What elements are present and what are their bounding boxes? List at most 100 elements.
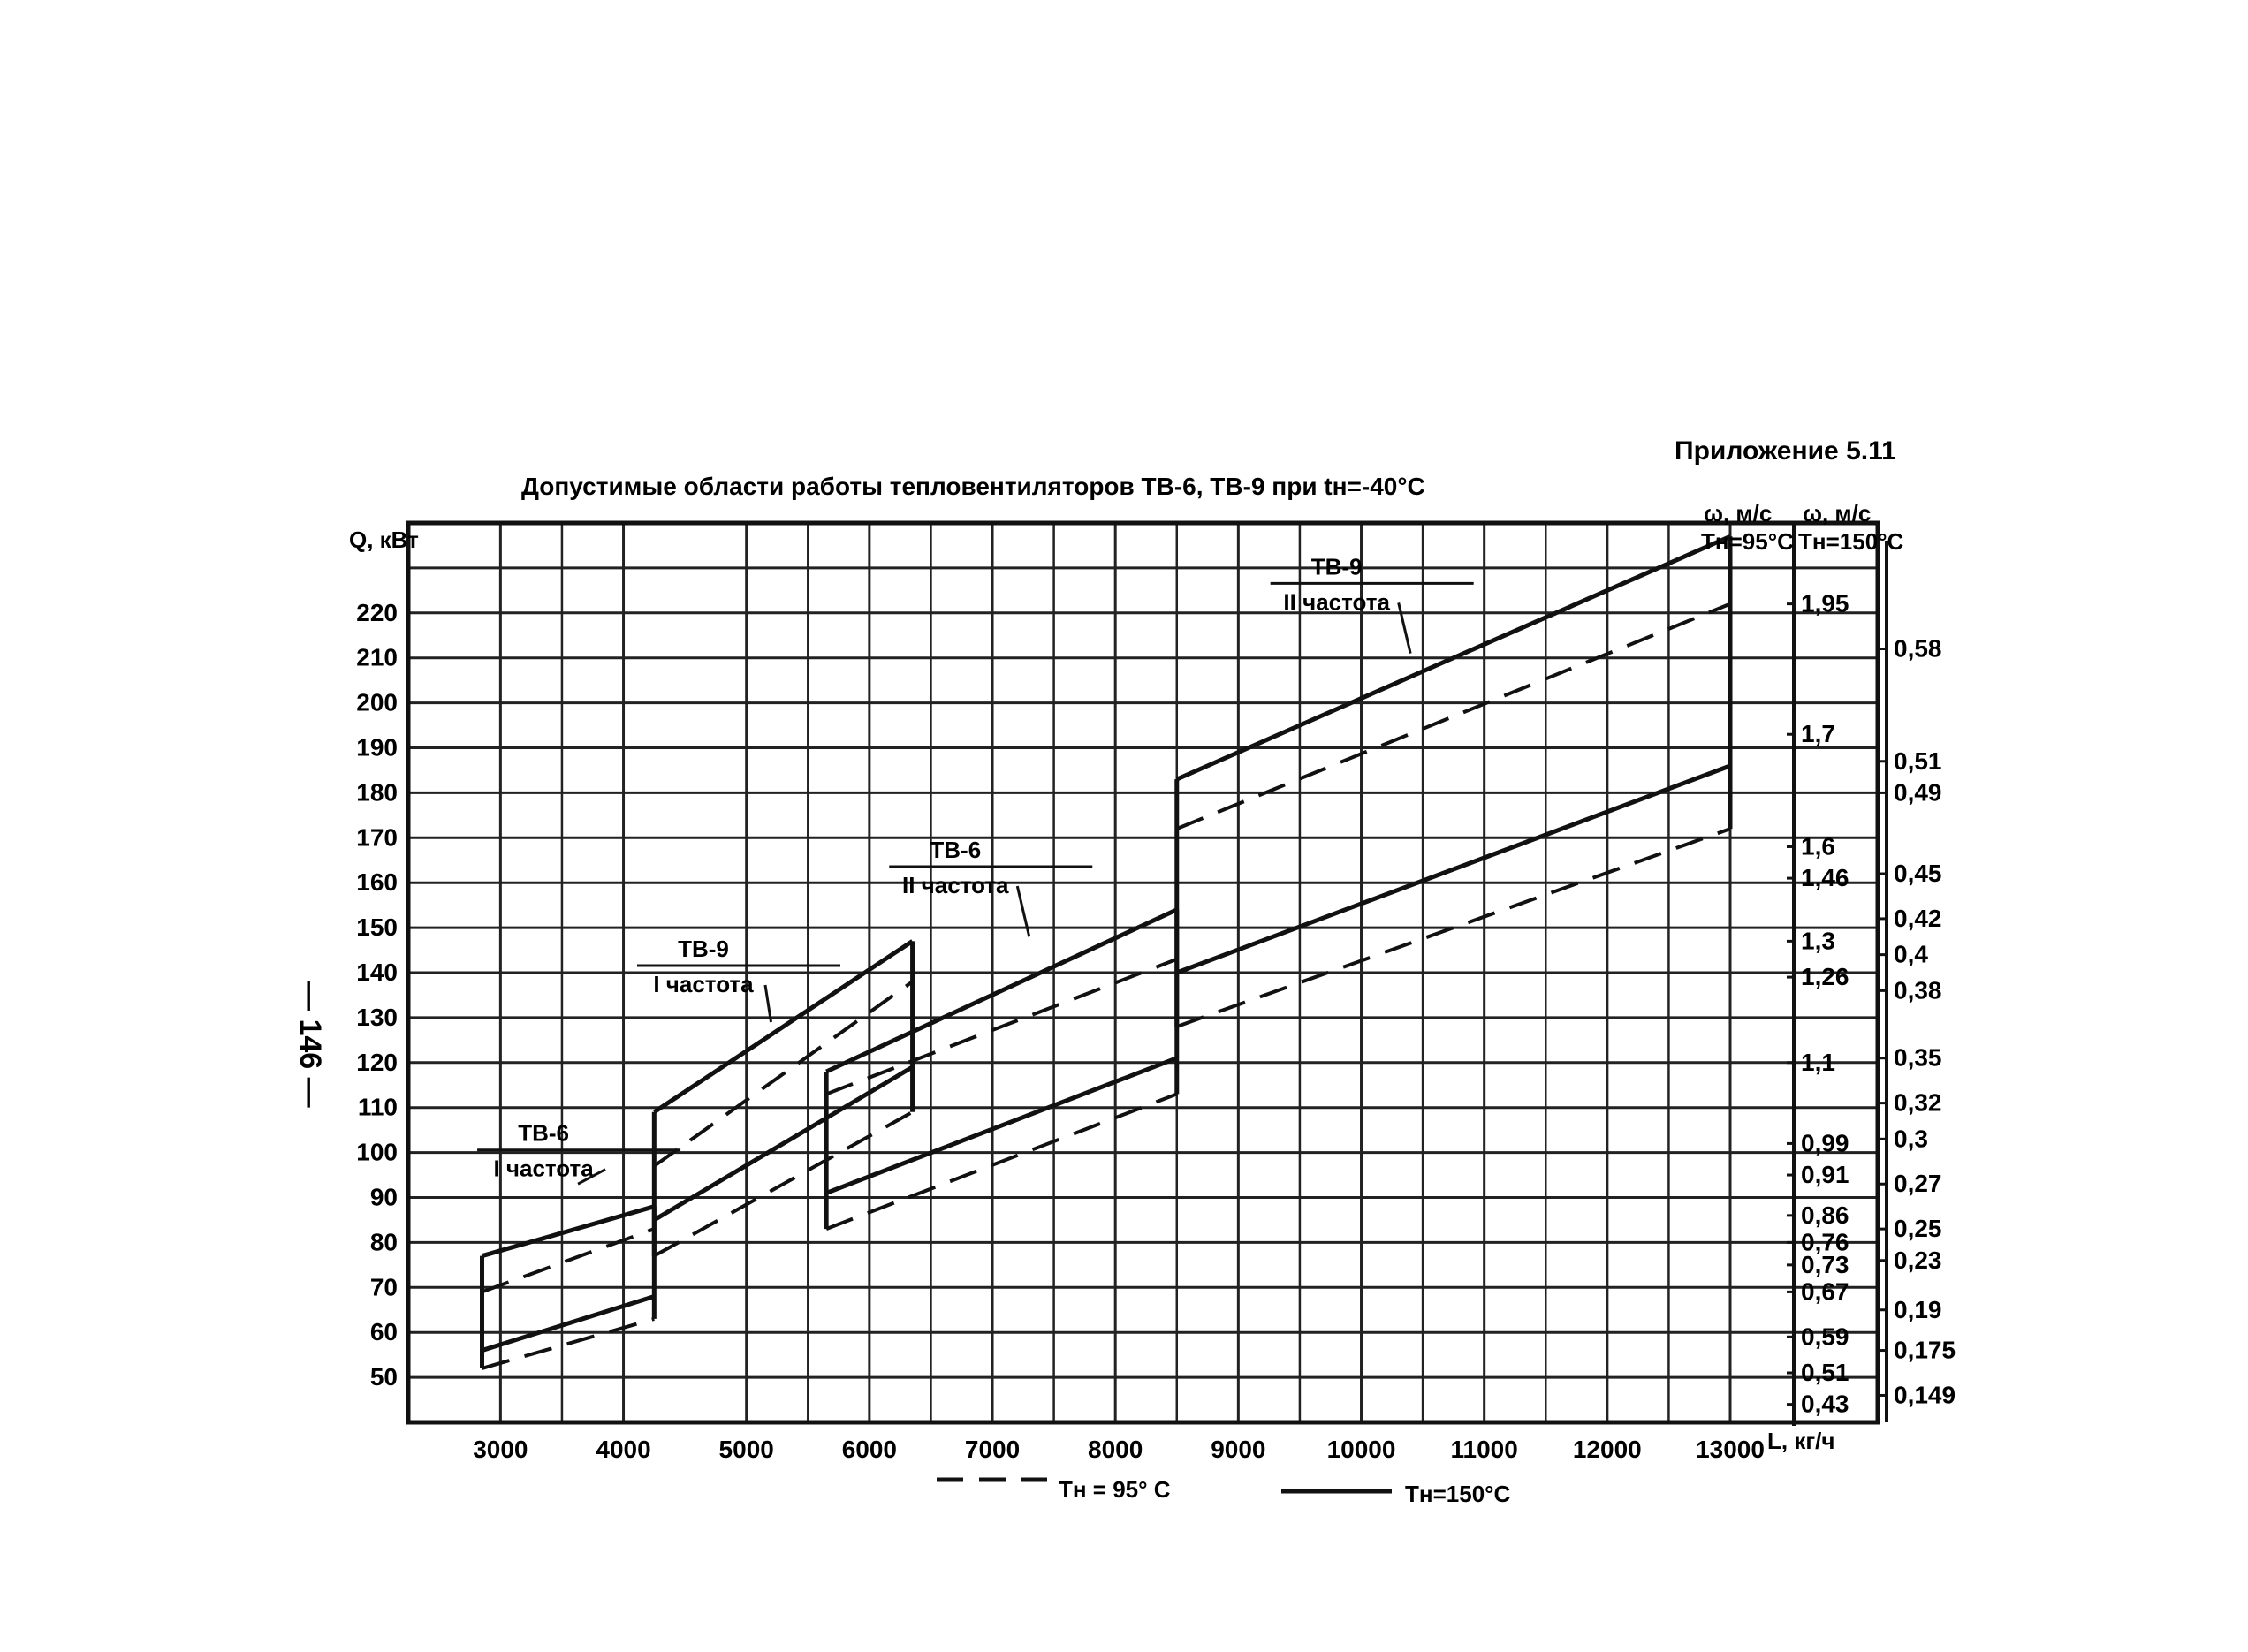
dashed-lower-line bbox=[1176, 827, 1731, 1028]
x-tick-label: 4000 bbox=[596, 1436, 650, 1463]
right-axis-2-sublabel: Тн=150°С bbox=[1798, 528, 1904, 555]
x-tick-label: 9000 bbox=[1211, 1436, 1265, 1463]
right-axis-2-tick-label: 0,45 bbox=[1894, 860, 1942, 887]
region-leader-line bbox=[763, 984, 773, 1023]
solid-lower-line bbox=[825, 1056, 1178, 1195]
solid-lower-line bbox=[481, 1294, 656, 1353]
right-axis-1-tick-label: 1,95 bbox=[1801, 590, 1849, 618]
legend: Тн = 95° С Тн=150°С bbox=[937, 1476, 1511, 1507]
right-axis-1-tick-label: 0,43 bbox=[1801, 1391, 1849, 1418]
right-axis-2-tick-label: 0,3 bbox=[1894, 1125, 1928, 1152]
right-axis-1-tick-label: 0,99 bbox=[1801, 1129, 1849, 1156]
region-name: ТВ-6 bbox=[930, 837, 981, 863]
region-frequency: I частота bbox=[493, 1156, 594, 1182]
right-axis-1-tick-label: 0,51 bbox=[1801, 1359, 1849, 1386]
x-tick-label: 6000 bbox=[842, 1436, 897, 1463]
right-axis-2-tick-label: 0,51 bbox=[1894, 747, 1942, 775]
solid-upper-line bbox=[481, 1204, 656, 1259]
right-axis-1-tick-label: 0,73 bbox=[1801, 1251, 1849, 1278]
region-name: ТВ-6 bbox=[518, 1120, 569, 1147]
x-tick-label: 5000 bbox=[719, 1436, 774, 1463]
y-tick-label: 100 bbox=[356, 1139, 398, 1166]
right-axis-1-tick-label: 1,3 bbox=[1801, 927, 1835, 954]
region-2: ТВ-9 I частота bbox=[636, 936, 915, 1258]
dashed-lower-line bbox=[481, 1317, 655, 1370]
dashed-upper-line bbox=[1176, 602, 1731, 830]
right-axis-2-tick-label: 0,27 bbox=[1894, 1170, 1942, 1197]
grid bbox=[408, 523, 1878, 1422]
y-tick-label: 50 bbox=[370, 1363, 398, 1391]
region-frequency: I частота bbox=[653, 971, 754, 997]
right-axis-1-tick-label: 1,26 bbox=[1801, 963, 1849, 990]
right-axis-1-sublabel: Тн=95°С bbox=[1701, 528, 1794, 555]
region-frequency: II частота bbox=[902, 872, 1009, 898]
y-axis-label: Q, кВт bbox=[349, 527, 419, 553]
right-axis-2-tick-label: 0,149 bbox=[1894, 1381, 1956, 1408]
right-axis-2-tick-label: 0,58 bbox=[1894, 635, 1942, 663]
chart-regions: ТВ-6 I частота ТВ-9 I частота ТВ-6 II частота… bbox=[477, 534, 1733, 1370]
right-axis-2-tick-label: 0,25 bbox=[1894, 1215, 1942, 1242]
dashed-upper-line bbox=[653, 980, 914, 1168]
solid-lower-line bbox=[1175, 763, 1731, 975]
chart-title: Допустимые области работы тепловентилято… bbox=[521, 473, 1425, 500]
solid-upper-line bbox=[825, 907, 1178, 1074]
y-tick-label: 60 bbox=[370, 1318, 398, 1345]
x-tick-label: 7000 bbox=[965, 1436, 1020, 1463]
legend-dashed-label: Тн = 95° С bbox=[1059, 1476, 1171, 1503]
y-tick-label: 140 bbox=[356, 959, 398, 986]
region-4: ТВ-9 II частота bbox=[1174, 534, 1733, 1028]
y-tick-label: 170 bbox=[356, 823, 398, 851]
right-axis-2-tick-label: 0,42 bbox=[1894, 905, 1942, 932]
right-axis-1-tick-label: 1,6 bbox=[1801, 832, 1835, 860]
y-tick-label: 90 bbox=[370, 1184, 398, 1211]
right-axis-1-tick-label: 0,76 bbox=[1801, 1228, 1849, 1255]
right-axis-1-label: ω, м/с bbox=[1704, 500, 1772, 527]
legend-solid-label: Тн=150°С bbox=[1405, 1481, 1511, 1507]
region-leader-line bbox=[577, 1168, 606, 1186]
appendix-label: Приложение 5.11 bbox=[1675, 436, 1896, 466]
solid-upper-line bbox=[1175, 534, 1732, 782]
right-axis-1-tick-label: 1,46 bbox=[1801, 864, 1849, 891]
right-axis-2-tick-label: 0,175 bbox=[1894, 1337, 1956, 1364]
right-axis-1-tick-label: 0,91 bbox=[1801, 1161, 1849, 1188]
solid-upper-line bbox=[652, 939, 914, 1114]
dashed-upper-line bbox=[481, 1227, 656, 1294]
y-tick-label: 200 bbox=[356, 689, 398, 716]
right-axis-2-tick-label: 0,23 bbox=[1894, 1247, 1942, 1274]
region-frequency: II частота bbox=[1283, 588, 1390, 615]
region-3: ТВ-6 II частота bbox=[824, 837, 1180, 1231]
right-axis-1-tick-label: 0,59 bbox=[1801, 1322, 1849, 1350]
plot-frame bbox=[406, 520, 1880, 1425]
y-tick-label: 80 bbox=[370, 1228, 398, 1255]
x-tick-label: 12000 bbox=[1573, 1436, 1642, 1463]
right-axis-1-tick-label: 1,1 bbox=[1801, 1049, 1835, 1076]
x-tick-label: 3000 bbox=[473, 1436, 528, 1463]
region-leader-line bbox=[1397, 602, 1412, 654]
y-tick-label: 180 bbox=[356, 778, 398, 806]
right-axis-2-tick-label: 0,19 bbox=[1894, 1296, 1942, 1323]
right-axis-2-label: ω, м/с bbox=[1803, 500, 1871, 527]
solid-lower-line bbox=[653, 1065, 914, 1223]
right-axis-2-tick-label: 0,4 bbox=[1894, 941, 1928, 968]
side-page-number: — 146 — bbox=[293, 981, 327, 1108]
right-axis-1-tick-label: 0,86 bbox=[1801, 1201, 1849, 1229]
x-tick-label: 11000 bbox=[1451, 1436, 1518, 1463]
y-tick-label: 70 bbox=[370, 1273, 398, 1300]
y-tick-label: 220 bbox=[356, 599, 398, 626]
y-tick-label: 160 bbox=[356, 868, 398, 896]
region-name: ТВ-9 bbox=[678, 936, 729, 962]
right-axis-1-tick-label: 0,67 bbox=[1801, 1277, 1849, 1305]
right-axis-2-tick-label: 0,35 bbox=[1894, 1044, 1942, 1072]
x-axis-label: L, кг/ч bbox=[1767, 1428, 1835, 1454]
x-tick-label: 13000 bbox=[1696, 1436, 1765, 1463]
right-axis-1-tick-label: 1,7 bbox=[1801, 720, 1835, 747]
region-leader-line bbox=[1015, 885, 1031, 937]
dashed-lower-line bbox=[653, 1110, 914, 1258]
dashed-lower-line bbox=[825, 1092, 1178, 1231]
region-1: ТВ-6 I частота bbox=[477, 1120, 681, 1370]
axes: 3000 4000 5000 6000 7000 8000 9000 10000 11000 12… bbox=[356, 520, 1956, 1463]
dashed-upper-line bbox=[825, 957, 1178, 1096]
right-axis-2-tick-label: 0,49 bbox=[1894, 778, 1942, 806]
right-axis-2-tick-label: 0,32 bbox=[1894, 1089, 1942, 1117]
